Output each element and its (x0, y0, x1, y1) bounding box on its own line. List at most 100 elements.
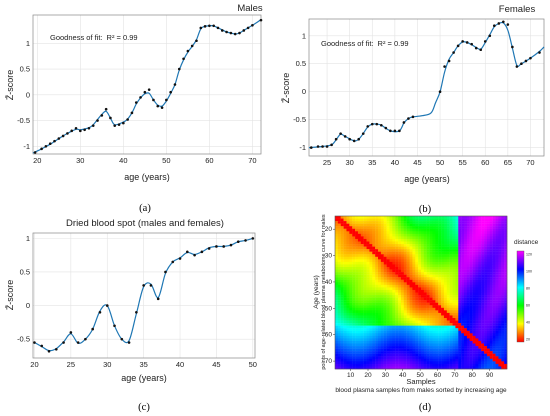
heatmap-cell (372, 244, 376, 247)
heatmap-cell (472, 348, 476, 352)
heatmap-cell (443, 287, 447, 291)
heatmap-cell (432, 216, 436, 219)
heatmap-cell (335, 330, 339, 334)
heatmap-cell (392, 238, 396, 242)
heatmap-cell (406, 221, 410, 224)
heatmap-cell (464, 348, 468, 352)
heatmap-cell (481, 246, 485, 250)
heatmap-cell (489, 348, 493, 352)
heatmap-cell (398, 295, 402, 298)
y-tick-label: 1 (302, 31, 306, 40)
heatmap-cell (475, 256, 479, 260)
heatmap-cell (380, 320, 384, 324)
heatmap-cell (458, 274, 462, 278)
heatmap-cell (360, 284, 364, 288)
heatmap-cell (489, 297, 493, 301)
heatmap-cell (495, 282, 499, 286)
heatmap-cell (369, 246, 373, 250)
heatmap-cell (478, 343, 482, 347)
heatmap-cell (446, 338, 450, 342)
heatmap-cell (386, 343, 390, 347)
data-point (465, 41, 469, 44)
heatmap-cell (366, 366, 370, 370)
heatmap-cell (335, 267, 339, 270)
heatmap-cell (472, 279, 476, 283)
heatmap-cell (429, 315, 433, 319)
heatmap-cell (423, 264, 427, 268)
heatmap-cell (346, 307, 350, 311)
y-tick-label: 0 (26, 90, 30, 99)
heatmap-cell (346, 277, 350, 280)
heatmap-cell (386, 246, 390, 250)
heatmap-cell (469, 312, 473, 316)
heatmap-cell (446, 292, 450, 296)
heatmap-cell (432, 226, 436, 229)
heatmap-cell (469, 226, 473, 229)
heatmap-cell (415, 272, 419, 275)
heatmap-cell (389, 264, 393, 268)
heatmap-cell (429, 236, 433, 240)
heatmap-cell (349, 261, 353, 265)
heatmap-cell (441, 277, 445, 280)
data-point (100, 114, 104, 117)
heatmap-cell (435, 231, 439, 235)
heatmap-cell (360, 246, 364, 250)
heatmap-cell (426, 249, 430, 252)
heatmap-cell (363, 272, 367, 275)
heatmap-cell (495, 343, 499, 347)
heatmap-cell (446, 284, 450, 288)
panel-a-data-points (33, 18, 263, 154)
heatmap-cell (441, 233, 445, 237)
heatmap-cell (501, 216, 505, 219)
heatmap-cell (438, 302, 442, 306)
heatmap-cell (372, 223, 376, 227)
heatmap-cell (443, 277, 447, 280)
heatmap-cell (492, 284, 496, 288)
heatmap-cell (484, 310, 488, 314)
data-point (169, 90, 172, 94)
heatmap-cell (438, 233, 442, 237)
heatmap-cell (492, 343, 496, 347)
heatmap-cell (383, 348, 387, 352)
heatmap-cell (495, 272, 499, 275)
heatmap-cell (360, 358, 364, 362)
data-point (343, 135, 347, 138)
heatmap-cell (469, 302, 473, 306)
heatmap-cell (357, 330, 361, 334)
x-tick-label: 55 (458, 158, 466, 167)
heatmap-cell (378, 328, 382, 331)
heatmap-cell (337, 269, 341, 273)
heatmap-cell (337, 363, 341, 367)
heatmap-cell (360, 249, 364, 252)
heatmap-cell (449, 259, 453, 263)
heatmap-cell (378, 358, 382, 362)
heatmap-cell (501, 274, 505, 278)
heatmap-cell (352, 292, 356, 296)
heatmap-cell (355, 361, 359, 365)
heatmap-cell (340, 312, 344, 316)
heatmap-cell (335, 277, 339, 280)
heatmap-cell (372, 216, 376, 219)
heatmap-cell (398, 328, 402, 331)
heatmap-cell (352, 348, 356, 352)
heatmap-cell (423, 244, 427, 247)
heatmap-cell (406, 328, 410, 331)
data-point (357, 137, 361, 141)
data-point (259, 18, 263, 22)
heatmap-cell (449, 310, 453, 314)
heatmap-cell (378, 267, 382, 270)
heatmap-cell (357, 353, 361, 357)
heatmap-cell (484, 351, 488, 354)
heatmap-cell (346, 361, 350, 365)
heatmap-cell (461, 226, 465, 229)
heatmap-cell (346, 297, 350, 301)
heatmap-cell (458, 279, 462, 283)
heatmap-cell (452, 289, 456, 293)
heatmap-cell (357, 249, 361, 252)
heatmap-cell (478, 289, 482, 293)
heatmap-cell (481, 297, 485, 301)
heatmap-cell (418, 325, 422, 329)
heatmap-cell (369, 228, 373, 232)
heatmap-cell (346, 315, 350, 319)
heatmap-cell (383, 264, 387, 268)
